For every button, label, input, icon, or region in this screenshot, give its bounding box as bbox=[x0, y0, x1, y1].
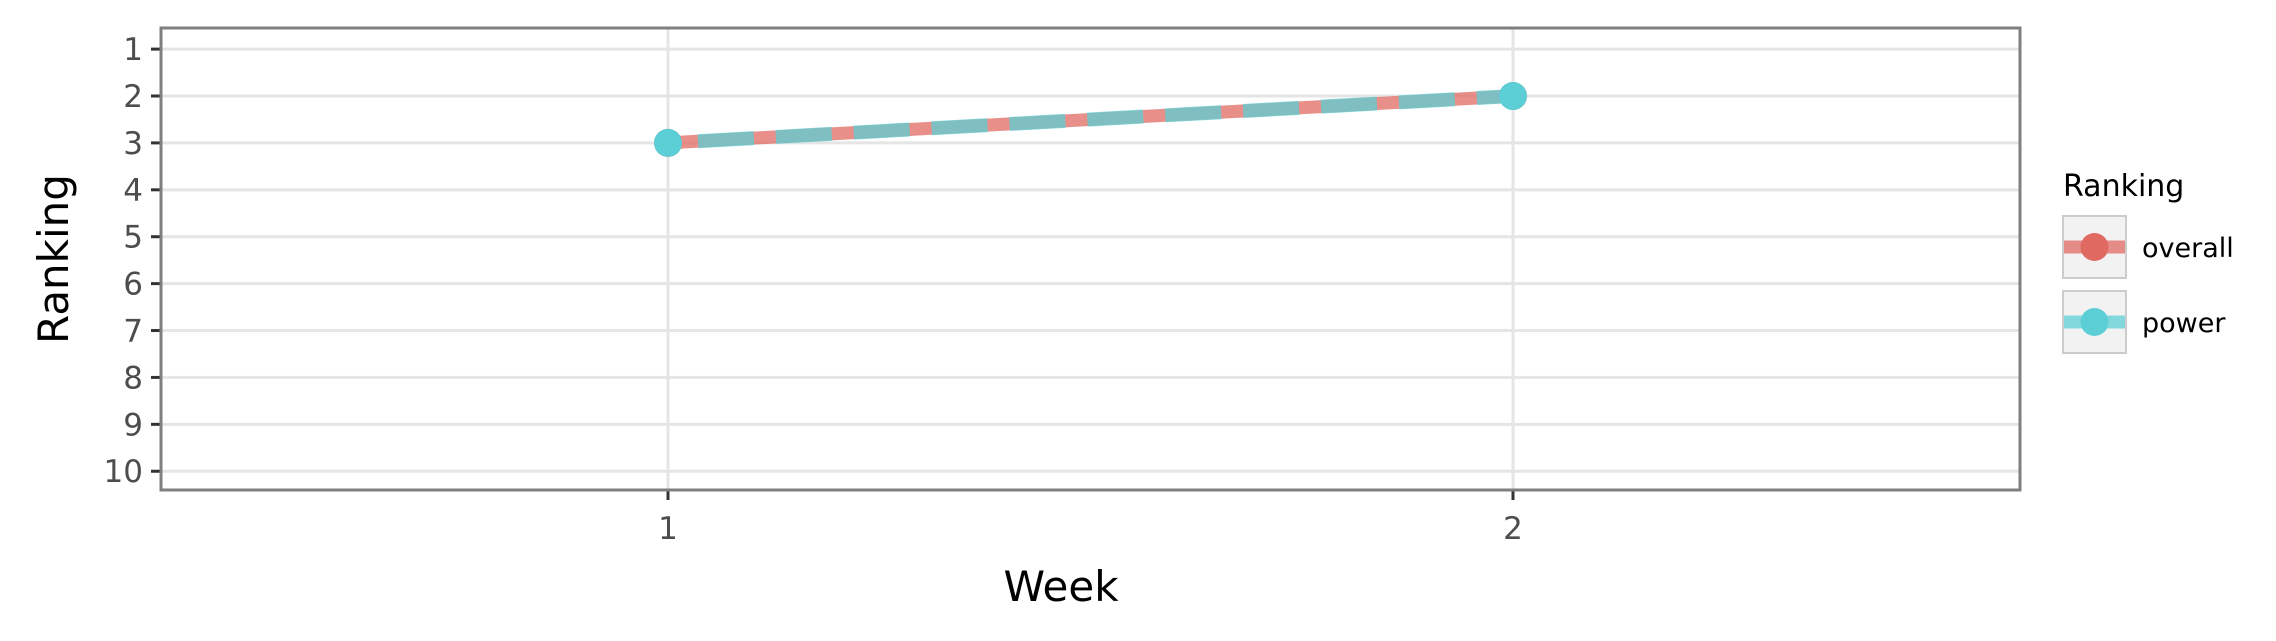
y-tick-label: 2 bbox=[123, 79, 143, 115]
y-tick-label: 6 bbox=[123, 267, 143, 303]
legend-entries: overall power bbox=[2062, 215, 2234, 354]
legend-label-overall: overall bbox=[2142, 233, 2234, 264]
axis-ticks bbox=[151, 47, 1515, 500]
y-tick-label: 4 bbox=[123, 173, 143, 209]
y-axis-title: Ranking bbox=[29, 174, 78, 344]
series-lines bbox=[654, 82, 1527, 157]
data-point-power bbox=[1499, 82, 1527, 111]
legend-key-point-power bbox=[2080, 308, 2109, 336]
y-tick-label: 7 bbox=[123, 314, 143, 350]
y-tick-label: 8 bbox=[123, 360, 143, 396]
grid-lines bbox=[161, 28, 2020, 490]
y-tick-label: 10 bbox=[104, 454, 143, 490]
x-axis-title: Week bbox=[1003, 562, 1119, 611]
y-tick-label: 5 bbox=[123, 220, 143, 256]
y-tick-label: 1 bbox=[123, 32, 143, 68]
x-tick-label: 1 bbox=[658, 511, 678, 547]
legend-label-power: power bbox=[2142, 308, 2226, 339]
data-point-power bbox=[654, 128, 682, 157]
legend: Ranking overall power bbox=[2062, 169, 2234, 354]
y-tick-labels: 1 2 3 4 5 6 7 8 9 10 bbox=[104, 32, 143, 490]
plot-border bbox=[159, 26, 2022, 492]
legend-key-point-overall bbox=[2080, 233, 2109, 261]
series-line-power bbox=[667, 89, 1514, 150]
legend-title: Ranking bbox=[2063, 169, 2184, 204]
plot-panel bbox=[161, 28, 2020, 490]
x-tick-label: 2 bbox=[1503, 511, 1523, 547]
y-tick-label: 9 bbox=[123, 407, 143, 443]
y-tick-label: 3 bbox=[123, 126, 143, 162]
